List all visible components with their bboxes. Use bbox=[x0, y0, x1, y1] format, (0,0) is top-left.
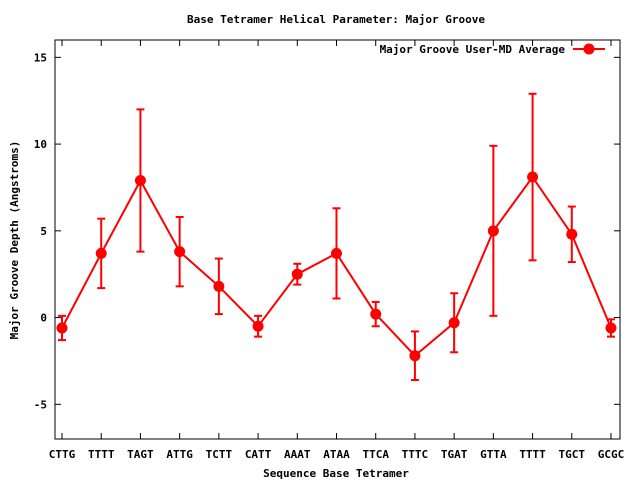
x-axis-label: Sequence Base Tetramer bbox=[263, 467, 409, 480]
data-point bbox=[370, 308, 382, 320]
data-point bbox=[605, 322, 617, 334]
data-point bbox=[213, 280, 225, 292]
data-point bbox=[566, 228, 578, 240]
x-tick-label: GCGC bbox=[598, 448, 625, 461]
legend-marker bbox=[583, 43, 595, 55]
y-tick-label: 15 bbox=[34, 51, 47, 64]
legend-label: Major Groove User-MD Average bbox=[380, 43, 566, 56]
data-point bbox=[291, 268, 303, 280]
chart-title: Base Tetramer Helical Parameter: Major G… bbox=[187, 13, 485, 26]
x-tick-label: TTTT bbox=[88, 448, 115, 461]
x-tick-label: TTCA bbox=[362, 448, 389, 461]
x-tick-label: TTTT bbox=[519, 448, 546, 461]
x-tick-label: GTTA bbox=[480, 448, 507, 461]
plot-frame bbox=[54, 39, 621, 440]
data-point bbox=[448, 317, 460, 329]
x-tick-label: TAGT bbox=[127, 448, 154, 461]
y-tick-label: 10 bbox=[34, 138, 47, 151]
x-tick-label: TGCT bbox=[559, 448, 586, 461]
y-axis-label: Major Groove Depth (Angstroms) bbox=[8, 141, 21, 340]
data-point bbox=[527, 171, 539, 183]
x-tick-label: CTTG bbox=[49, 448, 76, 461]
x-tick-label: TGAT bbox=[441, 448, 468, 461]
x-tick-label: TCTT bbox=[206, 448, 233, 461]
y-tick-label: -5 bbox=[34, 398, 47, 411]
data-point bbox=[487, 225, 499, 237]
y-tick-label: 5 bbox=[40, 225, 47, 238]
x-tick-label: ATTG bbox=[166, 448, 193, 461]
x-tick-label: ATAA bbox=[323, 448, 350, 461]
y-tick-label: 0 bbox=[40, 312, 47, 325]
legend[interactable]: Major Groove User-MD Average bbox=[380, 43, 605, 56]
data-point bbox=[252, 320, 264, 332]
data-point bbox=[174, 246, 186, 258]
data-point bbox=[409, 350, 421, 362]
series-layer bbox=[56, 92, 617, 382]
data-point bbox=[56, 322, 68, 334]
x-tick-label: AAAT bbox=[284, 448, 311, 461]
data-point bbox=[134, 175, 146, 187]
y-axis: -5 0 5 10 15 bbox=[34, 51, 620, 411]
x-tick-label: CATT bbox=[245, 448, 272, 461]
x-tick-label: TTTC bbox=[402, 448, 429, 461]
data-point bbox=[95, 247, 107, 259]
x-axis: CTTG TTTT TAGT ATTG TCTT CATT AAAT ATAA TTCA TTTC… bbox=[49, 40, 625, 461]
data-point bbox=[331, 247, 342, 259]
